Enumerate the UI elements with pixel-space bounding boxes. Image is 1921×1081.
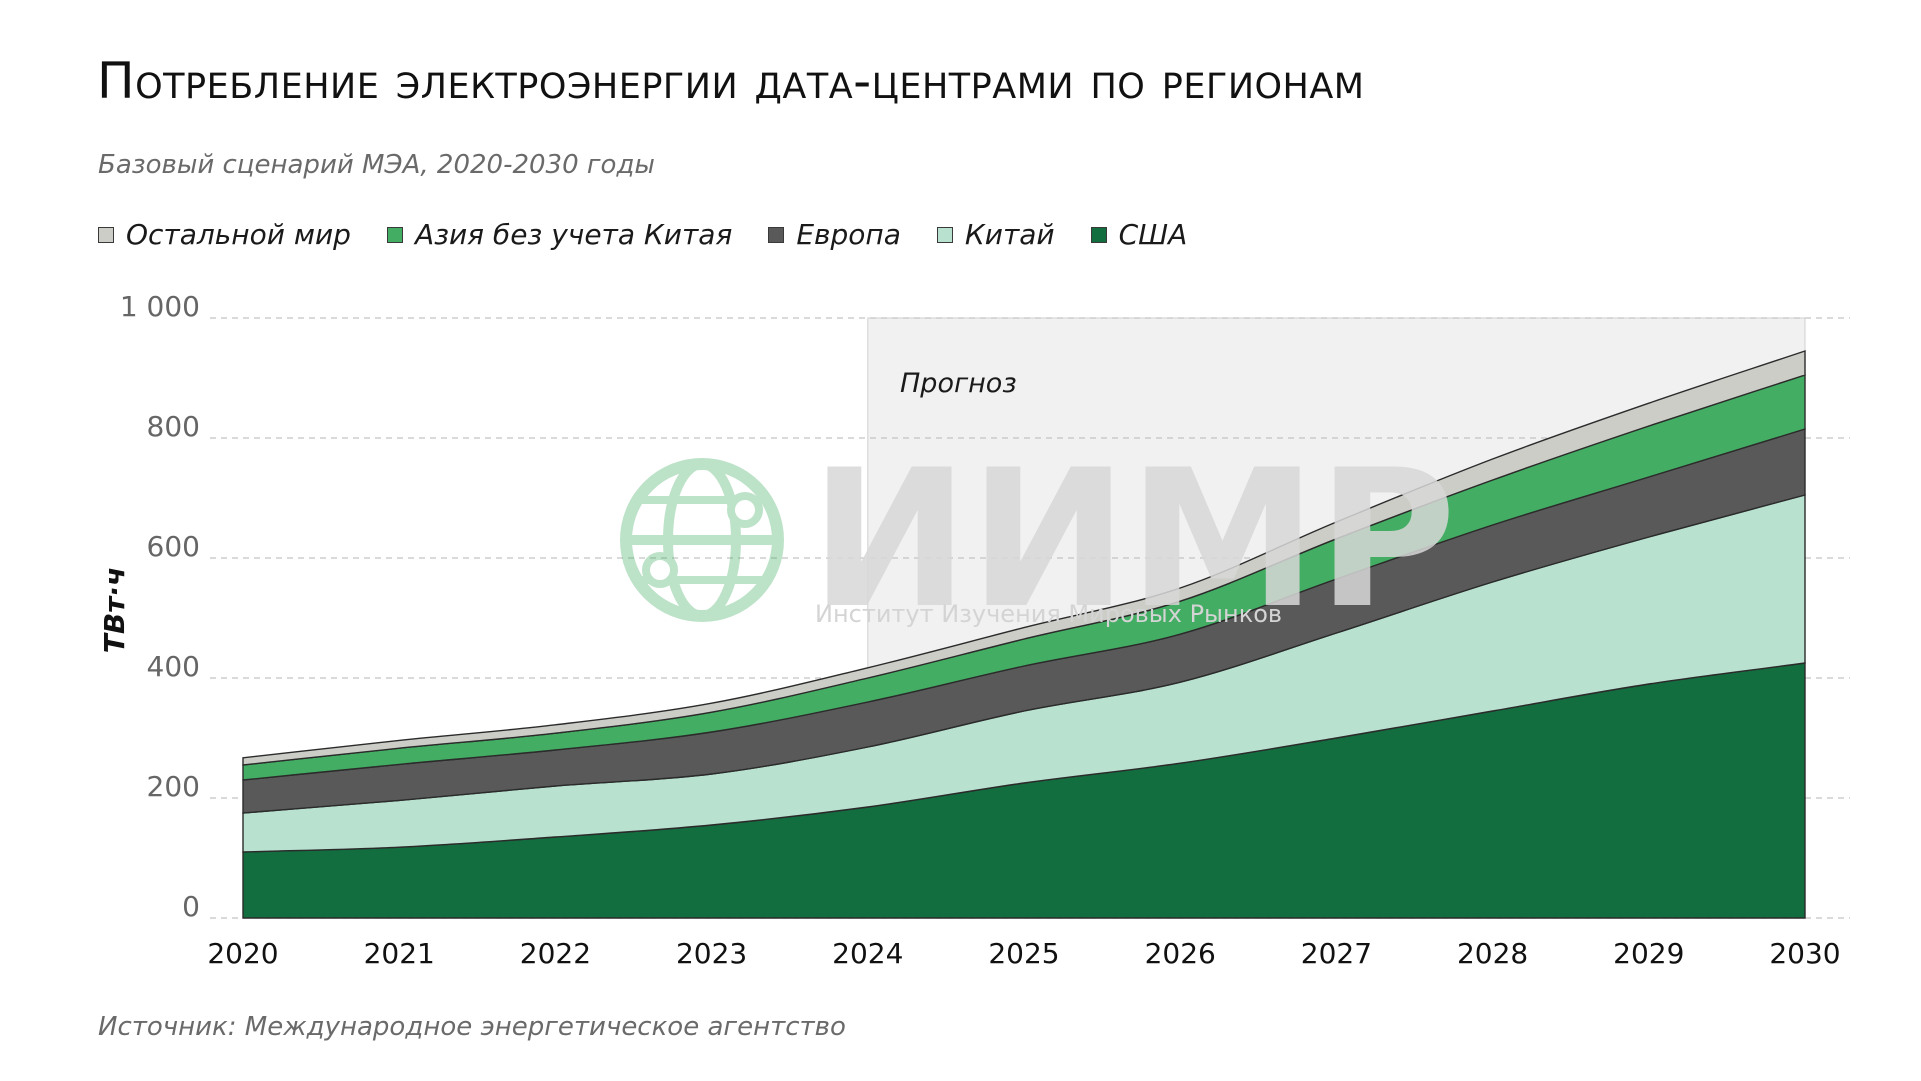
- watermark-title: ИИМР: [810, 429, 1456, 650]
- x-tick-label: 2027: [1301, 937, 1372, 970]
- y-tick-label: 400: [147, 650, 200, 683]
- legend-swatch: [386, 226, 403, 243]
- legend-item-usa: США: [1090, 218, 1188, 251]
- y-tick-label: 200: [147, 770, 200, 803]
- legend-label: Остальной мир: [126, 218, 351, 251]
- x-tick-label: 2030: [1769, 937, 1840, 970]
- x-tick-label: 2028: [1457, 937, 1528, 970]
- legend-item-europe: Европа: [768, 218, 901, 251]
- x-tick-label: 2020: [207, 937, 278, 970]
- legend-item-asia-ex-china: Азия без учета Китая: [386, 218, 733, 251]
- y-tick-label: 0: [182, 890, 200, 923]
- watermark-subtitle: Институт Изучения Мировых Рынков: [815, 600, 1282, 628]
- legend: Остальной мир Азия без учета Китая Европ…: [98, 218, 1187, 251]
- x-tick-label: 2026: [1145, 937, 1216, 970]
- x-tick-label: 2022: [520, 937, 591, 970]
- y-tick-label: 1 000: [120, 290, 200, 323]
- legend-label: Китай: [964, 218, 1055, 251]
- y-axis-ticks: 0 200 400 600 800 1 000: [120, 290, 200, 923]
- legend-swatch: [936, 226, 953, 243]
- legend-swatch: [768, 226, 785, 243]
- area-Остальной мир: [242, 350, 1806, 766]
- x-tick-label: 2029: [1613, 937, 1684, 970]
- source-note: Источник: Международное энергетическое а…: [98, 1012, 846, 1042]
- legend-label: Европа: [796, 218, 901, 251]
- chart-subtitle: Базовый сценарий МЭА, 2020-2030 годы: [98, 150, 655, 180]
- globe-logo-icon: [620, 458, 784, 622]
- legend-label: Азия без учета Китая: [414, 218, 733, 251]
- y-tick-label: 600: [147, 530, 200, 563]
- forecast-label: Прогноз: [900, 368, 1017, 399]
- x-tick-label: 2021: [364, 937, 435, 970]
- legend-swatch: [1090, 226, 1107, 243]
- legend-item-rest-of-world: Остальной мир: [98, 218, 351, 251]
- x-tick-label: 2024: [832, 937, 903, 970]
- x-tick-label: 2025: [988, 937, 1059, 970]
- legend-swatch: [98, 226, 114, 243]
- y-tick-label: 800: [147, 410, 200, 443]
- x-axis-ticks: 2020 2021 2022 2023 2024 2025 2026 2027 2028 2029…: [207, 937, 1840, 970]
- watermark: ИИМР Институт Изучения Мировых Рынков: [620, 429, 1456, 650]
- areas: [242, 350, 1806, 919]
- y-axis-label: ТВт·ч: [98, 567, 131, 654]
- legend-item-china: Китай: [936, 218, 1055, 251]
- chart-title: Потребление электроэнергии дата-центрами…: [97, 52, 1365, 110]
- x-tick-label: 2023: [676, 937, 747, 970]
- legend-label: США: [1118, 218, 1188, 251]
- stacked-area-chart: ИИМР Институт Изучения Мировых Рынков 02…: [98, 290, 1850, 970]
